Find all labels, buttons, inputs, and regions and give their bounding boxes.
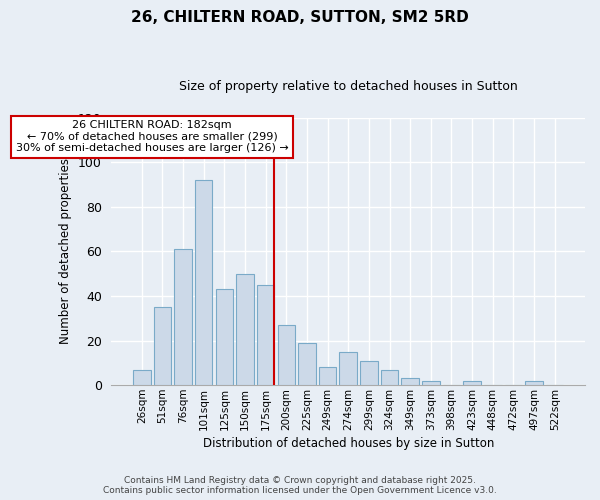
Bar xyxy=(278,325,295,385)
Text: 26, CHILTERN ROAD, SUTTON, SM2 5RD: 26, CHILTERN ROAD, SUTTON, SM2 5RD xyxy=(131,10,469,25)
Title: Size of property relative to detached houses in Sutton: Size of property relative to detached ho… xyxy=(179,80,518,93)
Bar xyxy=(154,307,171,385)
Text: Contains HM Land Registry data © Crown copyright and database right 2025.
Contai: Contains HM Land Registry data © Crown c… xyxy=(103,476,497,495)
Bar xyxy=(401,378,419,385)
X-axis label: Distribution of detached houses by size in Sutton: Distribution of detached houses by size … xyxy=(203,437,494,450)
Bar xyxy=(236,274,254,385)
Bar xyxy=(360,360,377,385)
Text: 26 CHILTERN ROAD: 182sqm
← 70% of detached houses are smaller (299)
30% of semi-: 26 CHILTERN ROAD: 182sqm ← 70% of detach… xyxy=(16,120,289,153)
Bar xyxy=(298,343,316,385)
Bar xyxy=(174,249,192,385)
Bar xyxy=(195,180,212,385)
Bar xyxy=(257,285,274,385)
Bar xyxy=(133,370,151,385)
Bar xyxy=(525,380,543,385)
Bar xyxy=(215,290,233,385)
Bar xyxy=(340,352,357,385)
Bar xyxy=(319,368,337,385)
Bar xyxy=(381,370,398,385)
Bar xyxy=(422,380,440,385)
Y-axis label: Number of detached properties: Number of detached properties xyxy=(59,158,73,344)
Bar xyxy=(463,380,481,385)
